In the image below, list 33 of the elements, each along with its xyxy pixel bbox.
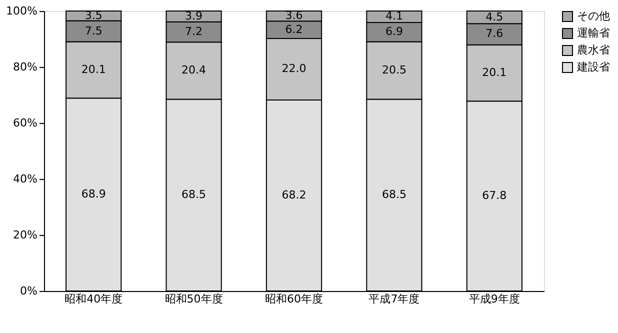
data-label: 67.8 <box>482 189 507 202</box>
legend-label: 建設省 <box>576 60 610 74</box>
data-label: 6.2 <box>285 22 303 36</box>
data-label: 4.5 <box>486 10 504 24</box>
data-label: 4.1 <box>385 10 403 23</box>
y-tick-label: 0% <box>20 284 38 298</box>
legend-label: その他 <box>577 10 610 22</box>
y-tick-label: 20% <box>13 228 38 242</box>
data-label: 6.9 <box>385 25 403 38</box>
x-tick-label: 平成9年度 <box>468 292 520 306</box>
x-tick-label: 昭和60年度 <box>265 292 323 306</box>
data-label: 20.1 <box>81 62 106 76</box>
data-label: 20.4 <box>182 64 206 77</box>
y-tick-label: 40% <box>13 172 38 186</box>
x-tick-label: 昭和40年度 <box>64 292 123 306</box>
data-label: 68.5 <box>382 188 406 202</box>
data-label: 7.6 <box>486 27 504 40</box>
data-label: 3.9 <box>185 9 203 22</box>
legend-label: 農水省 <box>577 44 610 56</box>
data-label: 68.9 <box>81 188 106 201</box>
data-label: 22.0 <box>282 62 306 76</box>
data-label: 7.5 <box>84 24 102 38</box>
legend-label: 運輸省 <box>577 26 610 40</box>
data-label: 20.5 <box>382 64 406 76</box>
data-label: 68.2 <box>282 188 306 202</box>
data-label: 7.2 <box>185 25 203 38</box>
y-tick-label: 100% <box>6 4 38 18</box>
x-tick-label: 昭和50年度 <box>164 292 223 306</box>
data-label: 68.5 <box>182 188 206 202</box>
x-tick-label: 平成7年度 <box>368 292 420 306</box>
y-tick-label: 60% <box>13 116 38 130</box>
data-label: 20.1 <box>482 66 507 80</box>
y-tick-label: 80% <box>13 60 38 74</box>
